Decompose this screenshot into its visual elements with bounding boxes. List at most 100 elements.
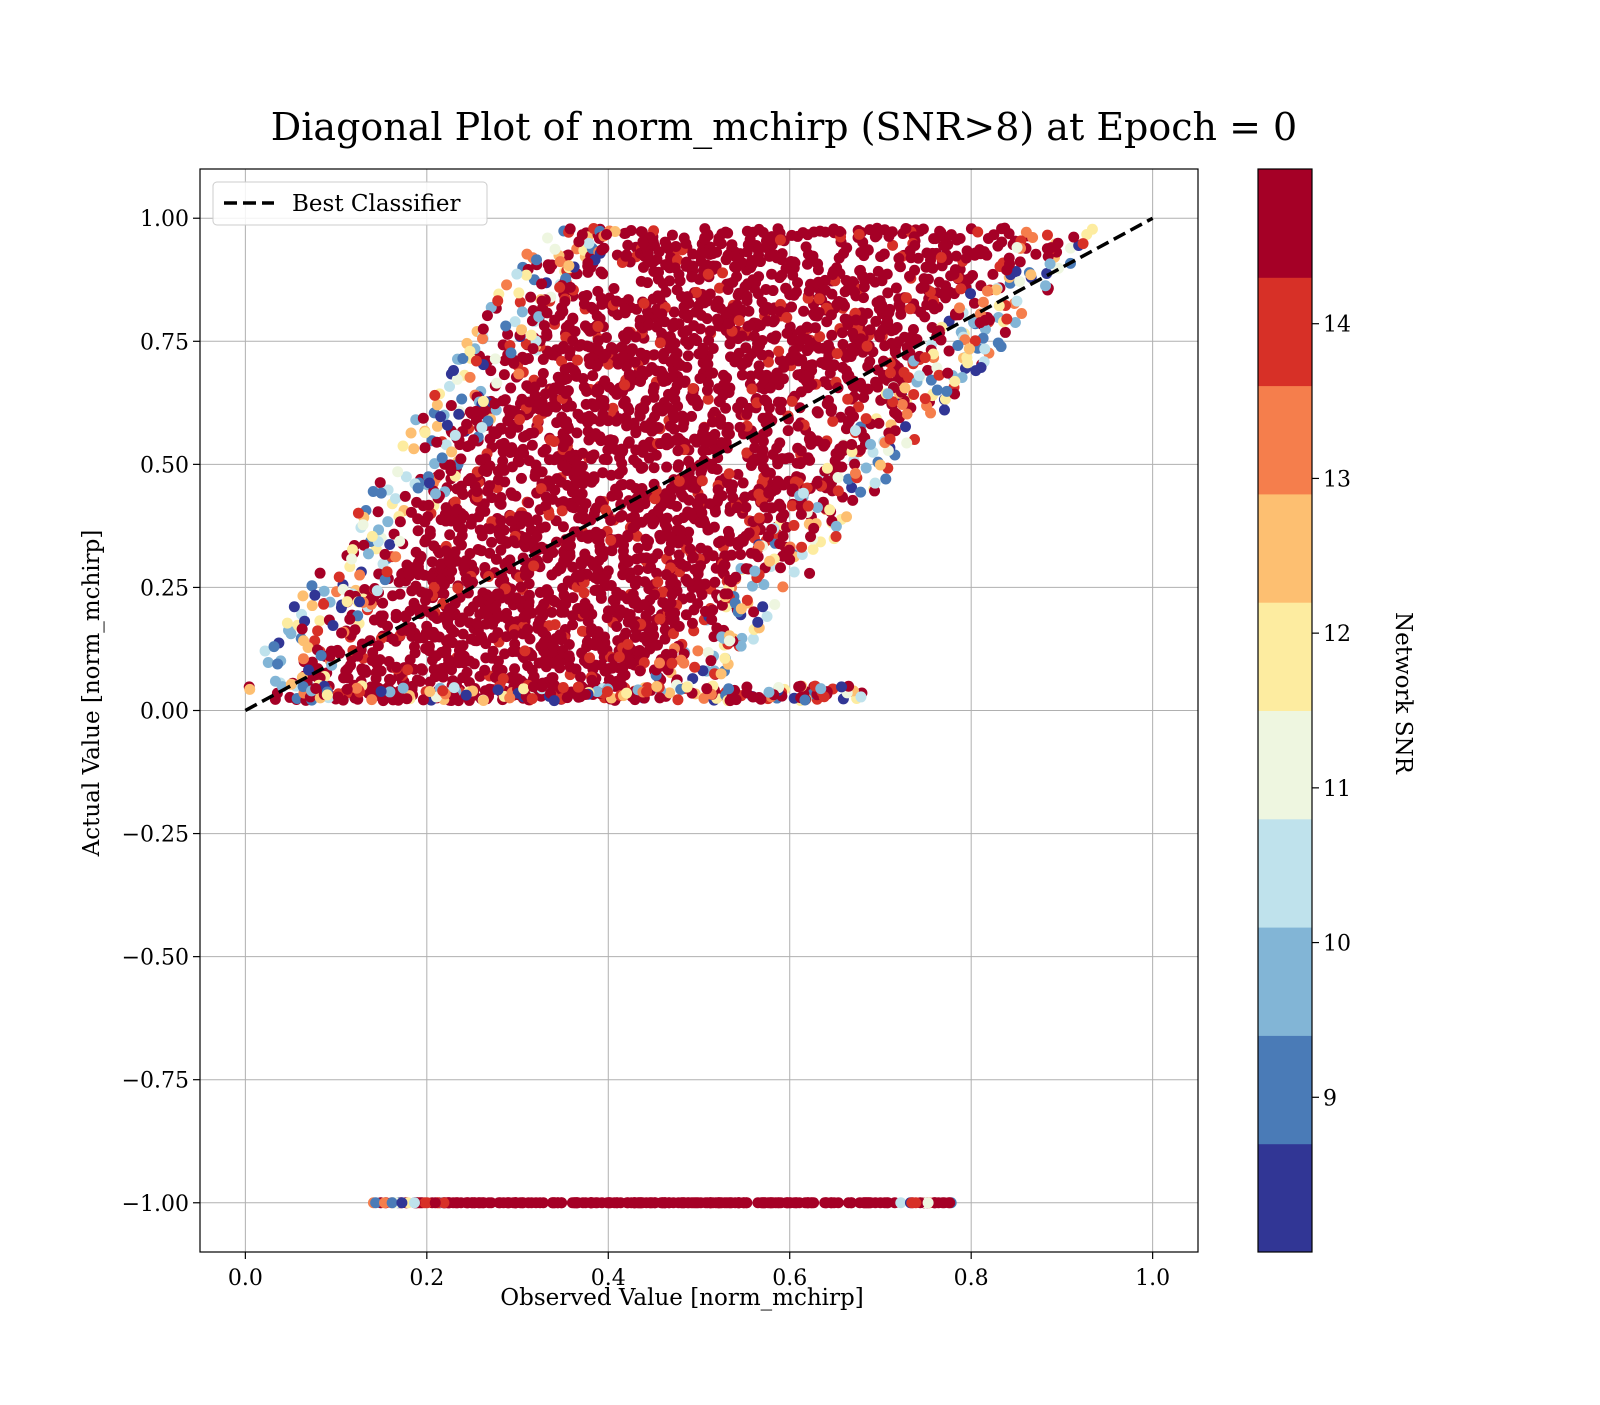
scatter-point [695, 309, 707, 321]
scatter-point [830, 531, 842, 543]
scatter-point [468, 658, 480, 670]
scatter-point [362, 548, 374, 560]
scatter-point [909, 240, 921, 252]
scatter-point [536, 295, 548, 307]
scatter-point [660, 569, 672, 581]
scatter-point [651, 680, 663, 692]
scatter-point [871, 296, 883, 308]
scatter-point [579, 607, 591, 619]
scatter-point [682, 350, 694, 362]
scatter-point [630, 576, 642, 588]
scatter-point [548, 641, 560, 653]
scatter-point [696, 475, 708, 487]
scatter-point [649, 493, 661, 505]
scatter-point [402, 664, 414, 676]
scatter-point [446, 446, 458, 458]
scatter-point [1077, 238, 1089, 250]
scatter-point [1068, 231, 1080, 243]
scatter-point [769, 249, 781, 261]
scatter-point [656, 405, 668, 417]
scatter-point [687, 382, 699, 394]
scatter-point [455, 539, 467, 551]
scatter-point [632, 564, 644, 576]
scatter-point [573, 340, 585, 352]
scatter-point [800, 370, 812, 382]
scatter-point [417, 412, 429, 424]
scatter-point [718, 379, 730, 391]
scatter-point [353, 596, 365, 608]
scatter-point [429, 1197, 441, 1209]
scatter-point [521, 429, 533, 441]
scatter-point [600, 665, 612, 677]
scatter-point [520, 269, 532, 281]
scatter-point [543, 587, 555, 599]
scatter-point [904, 303, 916, 315]
scatter-point [461, 418, 473, 430]
scatter-point [471, 617, 483, 629]
scatter-point [682, 576, 694, 588]
scatter-point [464, 371, 476, 383]
scatter-point [372, 506, 384, 518]
scatter-point [584, 652, 596, 664]
scatter-point [788, 289, 800, 301]
scatter-point [556, 343, 568, 355]
scatter-point [475, 505, 487, 517]
scatter-point [864, 224, 876, 236]
scatter-point [641, 686, 653, 698]
scatter-point [375, 487, 387, 499]
scatter-point [884, 433, 896, 445]
scatter-point [519, 532, 531, 544]
scatter-point [571, 427, 583, 439]
scatter-point [761, 611, 773, 623]
scatter-point [815, 683, 827, 695]
scatter-point [860, 413, 872, 425]
scatter-point [645, 416, 657, 428]
scatter-point [576, 488, 588, 500]
scatter-point [680, 294, 692, 306]
legend-label: Best Classifier [292, 191, 460, 217]
scatter-point [794, 334, 806, 346]
scatter-point [367, 647, 379, 659]
scatter-point [811, 477, 823, 489]
scatter-point [451, 503, 463, 515]
scatter-point [537, 353, 549, 365]
x-axis-label: Observed Value [norm_mchirp] [500, 1285, 863, 1311]
scatter-point [705, 655, 717, 667]
scatter-point [933, 276, 945, 288]
scatter-point [844, 406, 856, 418]
scatter-point [575, 671, 587, 683]
scatter-point [881, 268, 893, 280]
scatter-point [622, 239, 634, 251]
scatter-point [460, 689, 472, 701]
scatter-point [551, 473, 563, 485]
scatter-point [637, 237, 649, 249]
scatter-point [560, 387, 572, 399]
scatter-point [288, 601, 300, 613]
scatter-point [717, 369, 729, 381]
scatter-point [352, 507, 364, 519]
scatter-point [654, 692, 666, 704]
scatter-point [570, 370, 582, 382]
scatter-point [628, 619, 640, 631]
scatter-point [820, 1197, 832, 1209]
scatter-point [748, 330, 760, 342]
scatter-point [757, 601, 769, 613]
scatter-point [558, 555, 570, 567]
scatter-point [458, 657, 470, 669]
scatter-point [314, 567, 326, 579]
scatter-point [422, 511, 434, 523]
scatter-point [841, 511, 853, 523]
scatter-point [736, 330, 748, 342]
scatter-point [470, 355, 482, 367]
scatter-point [782, 425, 794, 437]
scatter-point [808, 226, 820, 238]
scatter-point [607, 402, 619, 414]
scatter-point [678, 232, 690, 244]
scatter-point [761, 512, 773, 524]
scatter-point [403, 568, 415, 580]
scatter-point [471, 485, 483, 497]
scatter-point [487, 632, 499, 644]
scatter-point [611, 1197, 623, 1209]
scatter-point [537, 626, 549, 638]
